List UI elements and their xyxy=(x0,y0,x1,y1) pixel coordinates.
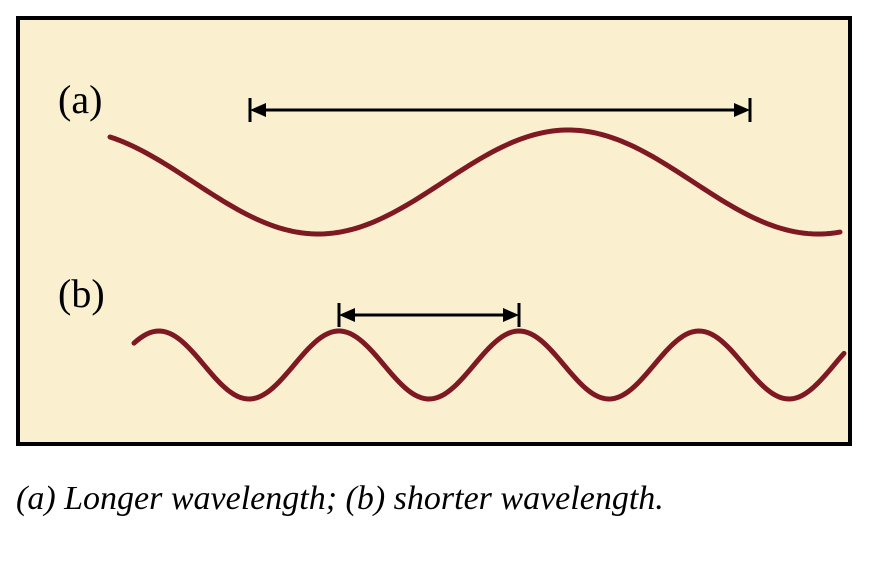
wave-panel-b xyxy=(50,265,840,435)
wavelength-arrow xyxy=(250,98,750,122)
figure-frame: (a)(b) xyxy=(16,16,852,446)
wavelength-arrow xyxy=(339,303,519,327)
wave-a xyxy=(110,130,840,234)
page: (a)(b) (a) Longer wavelength; (b) shorte… xyxy=(0,0,882,562)
wave-b xyxy=(134,331,844,399)
wave-panel-a xyxy=(50,60,840,260)
figure-caption: (a) Longer wavelength; (b) shorter wavel… xyxy=(16,480,664,518)
